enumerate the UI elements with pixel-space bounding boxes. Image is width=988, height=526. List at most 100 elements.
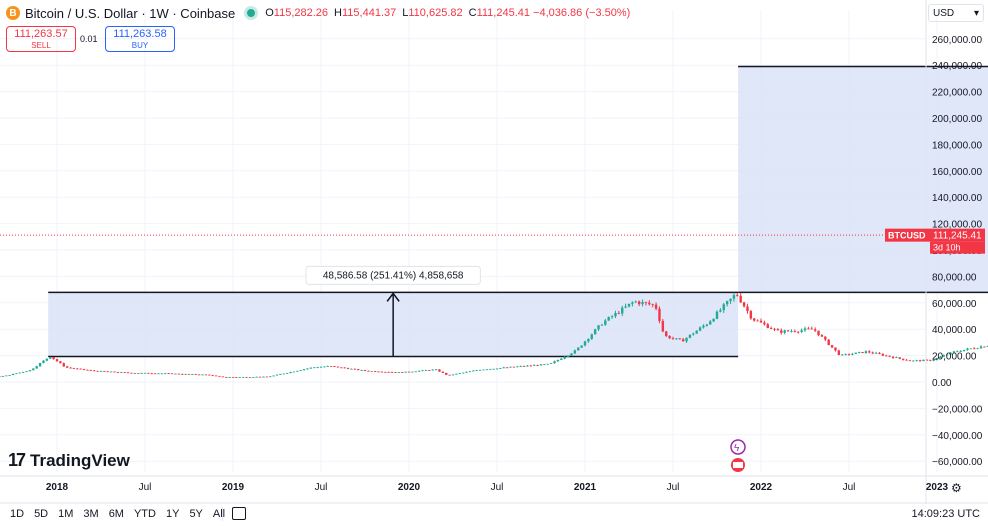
candle-body	[851, 353, 854, 355]
candle-body	[675, 338, 678, 340]
measure-1-arrow-head	[386, 292, 400, 302]
candle-body	[824, 336, 827, 340]
range-5d-button[interactable]: 5D	[34, 508, 49, 520]
y-tick-label: 240,000.00	[932, 61, 982, 72]
candle-body	[390, 372, 394, 373]
range-ytd-button[interactable]: YTD	[133, 508, 156, 520]
candle-body	[482, 369, 485, 371]
candle-body	[214, 375, 218, 377]
candle-body	[715, 311, 719, 319]
y-tick-label: 80,000.00	[932, 272, 977, 283]
candle-body	[475, 370, 478, 372]
candle-body	[296, 370, 299, 372]
y-tick-label: −40,000.00	[932, 431, 983, 442]
candle-body	[194, 374, 197, 375]
symbol-title[interactable]: Bitcoin / U.S. Dollar · 1W · Coinbase	[25, 5, 236, 21]
candle-body	[929, 359, 932, 361]
range-1d-button[interactable]: 1D	[10, 508, 25, 520]
tradingview-logo[interactable]: 17 TradingView	[8, 450, 130, 471]
candle-body	[627, 303, 631, 307]
candle-body	[394, 372, 397, 373]
candle-body	[969, 348, 973, 350]
candle-body	[157, 373, 160, 375]
currency-select[interactable]: USD ▾	[928, 4, 984, 22]
candle-body	[221, 376, 225, 378]
measure-1-label-box	[305, 265, 481, 285]
x-tick-label: Jul	[667, 482, 680, 493]
gear-icon[interactable]: ⚙	[951, 481, 962, 495]
candle-body	[519, 366, 522, 367]
candle-body	[678, 338, 681, 340]
range-3m-button[interactable]: 3M	[83, 508, 99, 520]
candle-body	[235, 377, 238, 378]
range-1y-button[interactable]: 1Y	[165, 508, 180, 520]
candle-body	[651, 304, 654, 306]
candle-body	[621, 307, 624, 314]
candle-body	[79, 368, 82, 370]
candle-body	[49, 357, 52, 359]
candle-body	[786, 330, 790, 332]
candle-body	[150, 373, 153, 375]
candle-body	[258, 376, 262, 378]
y-tick-label: 120,000.00	[932, 220, 982, 231]
buy-button[interactable]: 111,263.58 BUY	[105, 26, 175, 52]
candle-body	[346, 368, 350, 369]
candle-body	[695, 330, 698, 334]
candle-body	[654, 304, 658, 309]
lightning-icon[interactable]	[730, 439, 746, 455]
range-6m-button[interactable]: 6M	[108, 508, 124, 520]
candle-body	[292, 371, 296, 373]
candle-body	[736, 295, 739, 296]
candle-body	[560, 358, 563, 360]
candle-body	[722, 304, 725, 311]
candle-body	[702, 325, 705, 328]
candle-body	[52, 357, 55, 360]
candle-body	[918, 360, 922, 362]
candle-body	[945, 354, 949, 356]
candle-body	[939, 356, 942, 359]
range-5y-button[interactable]: 5Y	[189, 508, 203, 520]
candle-body	[38, 363, 42, 367]
y-tick-label: 20,000.00	[932, 352, 977, 363]
candle-body	[516, 366, 519, 368]
candle-body	[543, 364, 546, 366]
candle-body	[96, 370, 99, 372]
candle-body	[69, 367, 72, 369]
candle-body	[773, 328, 776, 330]
candle-body	[580, 345, 583, 348]
candle-body	[445, 372, 448, 375]
range-1m-button[interactable]: 1M	[58, 508, 74, 520]
candle-body	[847, 354, 851, 355]
candle-body	[472, 370, 475, 372]
candle-body	[147, 372, 150, 374]
buy-label: BUY	[131, 41, 149, 50]
event-icons[interactable]: ϟ	[730, 439, 746, 472]
candle-body	[949, 352, 952, 355]
candle-body	[265, 376, 269, 378]
candle-body	[834, 347, 837, 351]
candle-body	[932, 359, 935, 361]
candle-body	[143, 372, 147, 374]
candle-body	[225, 377, 228, 378]
sell-button[interactable]: 111,263.57 SELL	[6, 26, 76, 52]
candle-body	[536, 365, 539, 366]
calendar-icon[interactable]	[232, 507, 246, 520]
candle-body	[123, 372, 126, 373]
x-tick-label: Jul	[315, 482, 328, 493]
measure-2-box[interactable]	[738, 66, 988, 293]
y-tick-label: 180,000.00	[932, 140, 982, 151]
candle-body	[935, 358, 939, 360]
ohlc-close-key: C	[468, 7, 477, 19]
candle-body	[238, 377, 241, 378]
candle-body	[732, 295, 736, 299]
utc-clock[interactable]: 14:09:23 UTC	[911, 508, 980, 520]
candle-body	[313, 367, 316, 369]
candle-body	[979, 346, 983, 349]
candle-body	[306, 368, 309, 370]
range-all-button[interactable]: All	[212, 508, 226, 520]
candle-body	[451, 374, 455, 376]
candle-body	[384, 371, 387, 373]
candle-body	[153, 373, 157, 375]
candle-body	[539, 364, 543, 366]
